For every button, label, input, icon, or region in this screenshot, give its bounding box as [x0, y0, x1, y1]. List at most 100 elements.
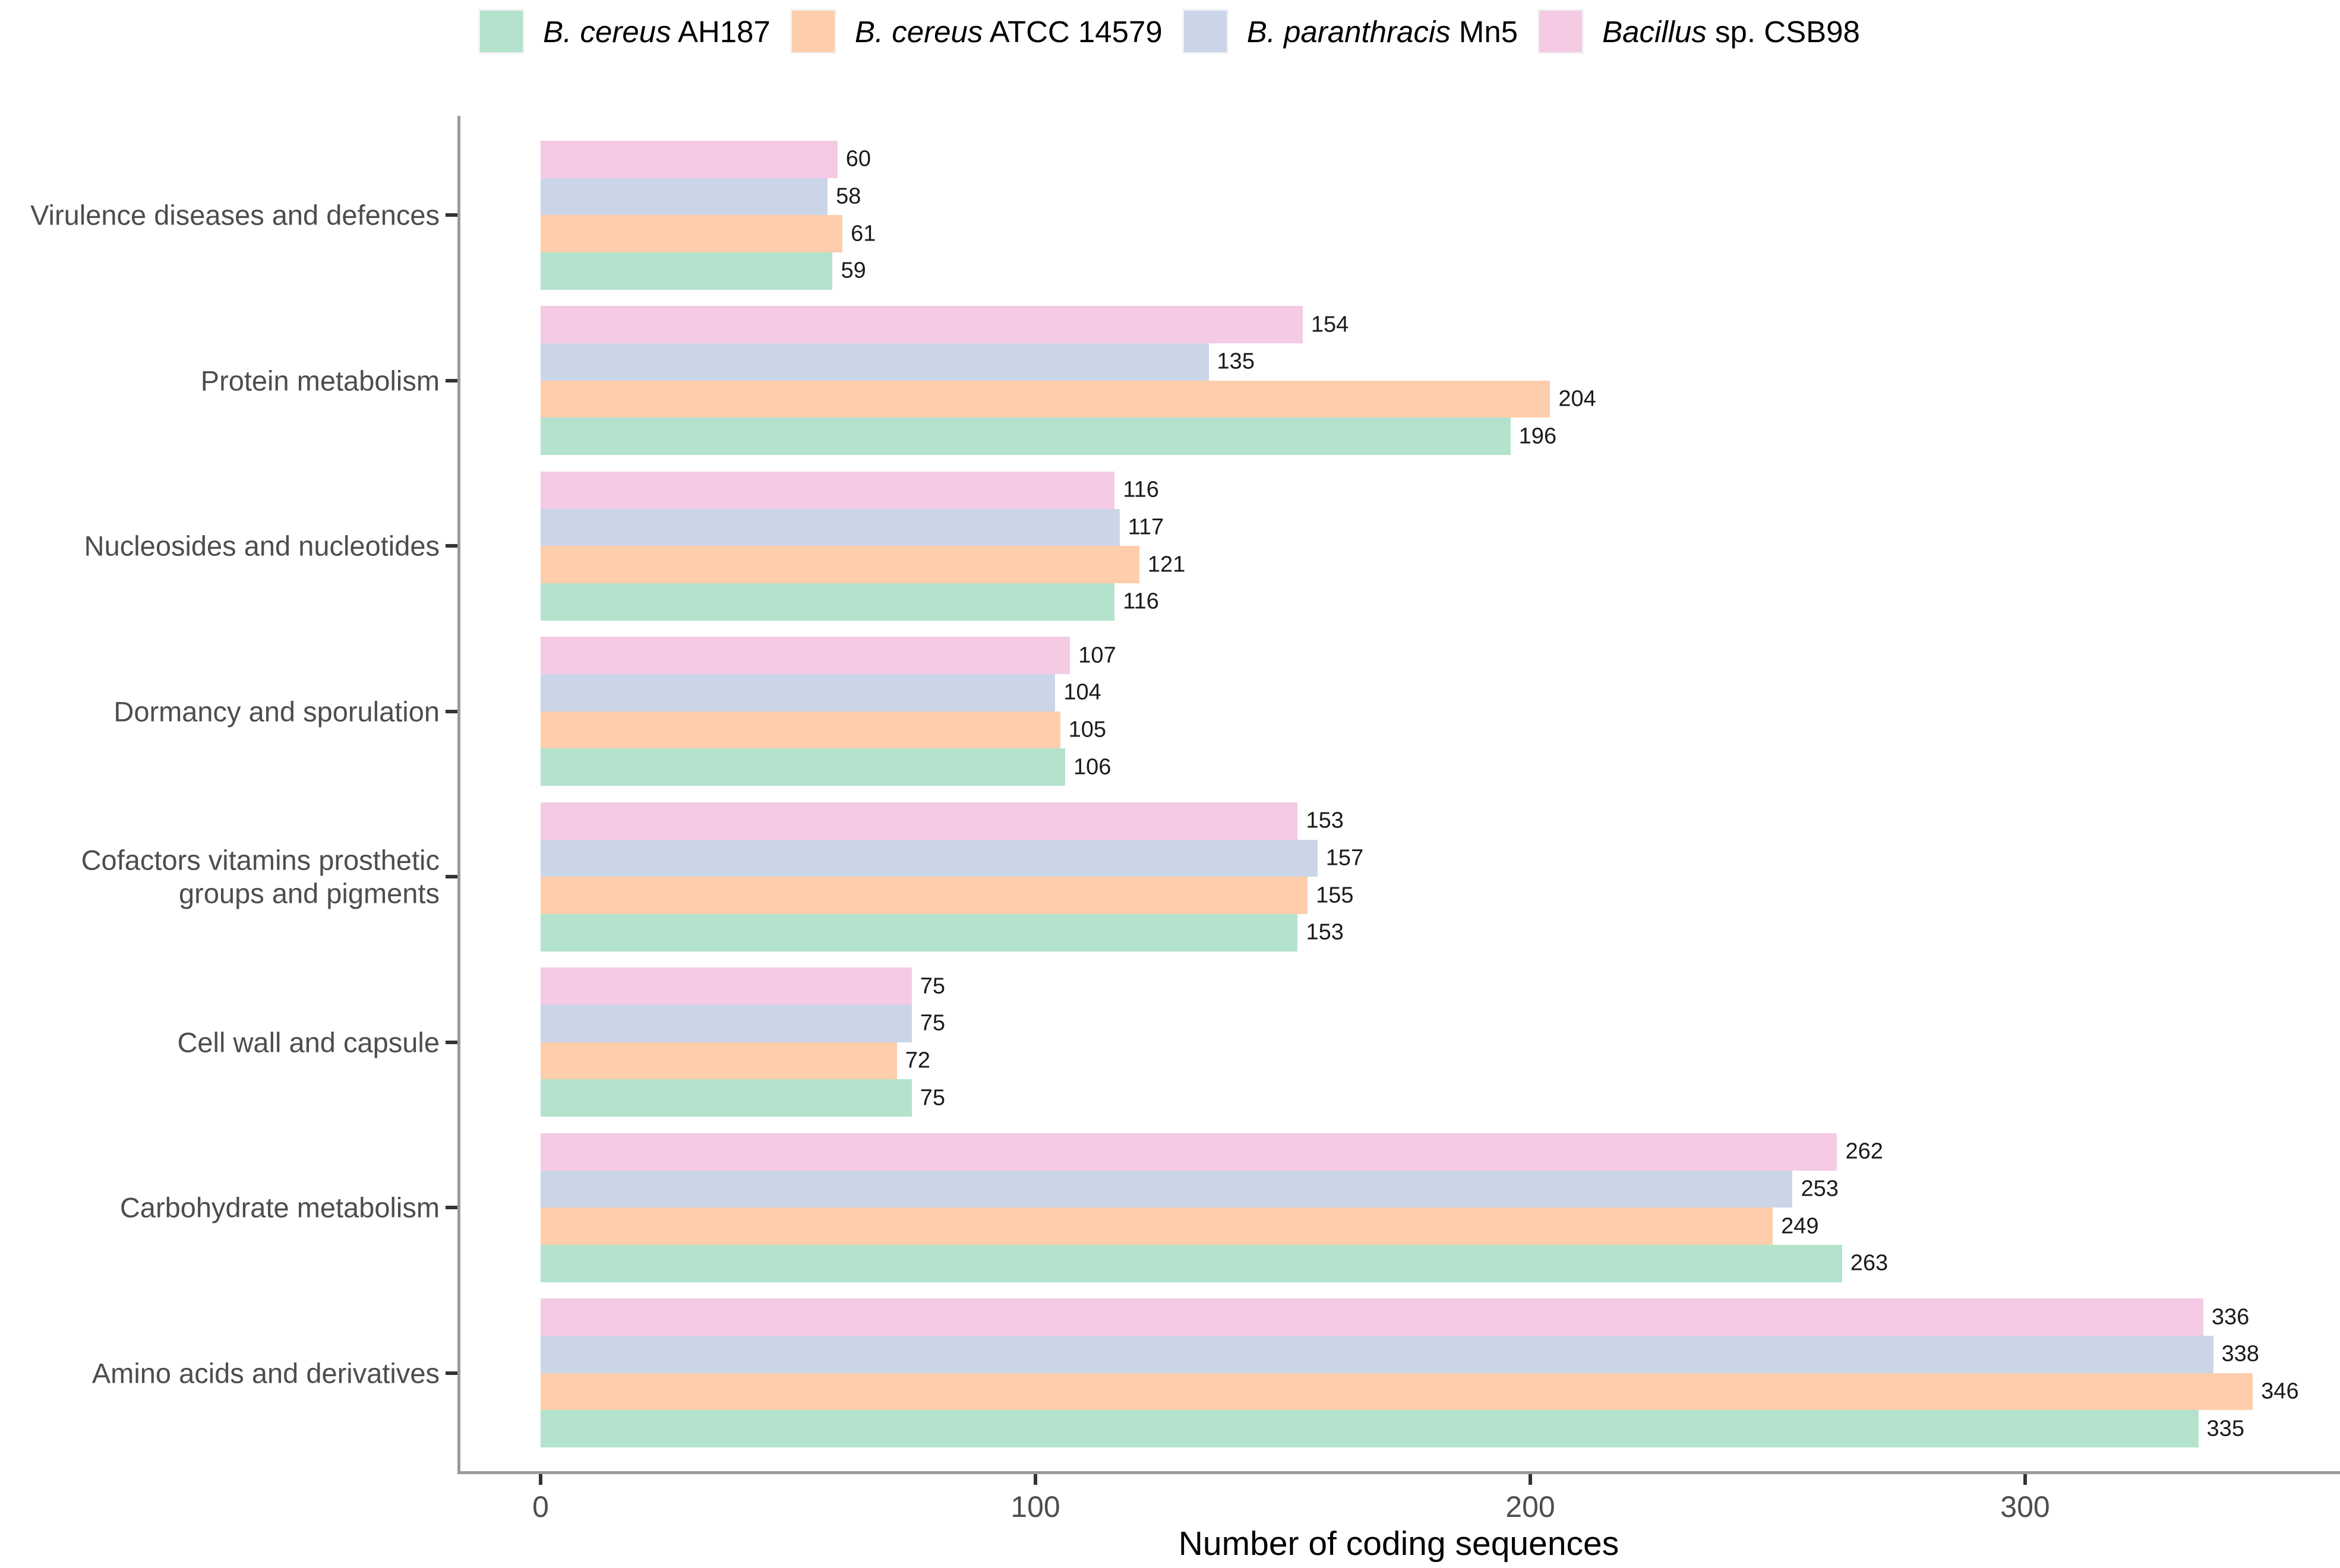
category-label: Carbohydrate metabolism [119, 1191, 440, 1224]
legend-swatch-orange [791, 11, 835, 52]
legend-label-roman: AH187 [671, 14, 770, 49]
bar-b-paranthracis-mn5 [541, 343, 1209, 381]
legend-item-label: B. cereus ATCC 14579 [855, 14, 1163, 49]
legend-label-italic: Bacillus [1602, 14, 1707, 49]
bar-value-label: 155 [1316, 883, 1354, 908]
bar-b-paranthracis-mn5 [541, 1170, 1793, 1208]
bar-b-paranthracis-mn5 [541, 178, 828, 216]
legend-label-roman: sp. CSB98 [1706, 14, 1860, 49]
category-label: Protein metabolism [200, 365, 440, 397]
legend-label-roman: ATCC 14579 [983, 14, 1163, 49]
x-axis-tick [539, 1474, 542, 1485]
bar-b-cereus-atcc-14579 [541, 215, 843, 252]
legend-label-roman: Mn5 [1450, 14, 1518, 49]
y-axis-line [457, 116, 460, 1474]
legend-swatch-pink [1539, 11, 1583, 52]
category-label: Dormancy and sporulation [113, 696, 440, 728]
category-label: Amino acids and derivatives [91, 1357, 440, 1389]
bar-value-label: 196 [1518, 423, 1557, 449]
x-axis-tick [2023, 1474, 2027, 1485]
bar-b-cereus-ah187 [541, 1079, 912, 1117]
bar-b-paranthracis-mn5 [541, 674, 1056, 712]
legend-item: B. cereus AH187 [480, 11, 770, 52]
x-axis-tick [1034, 1474, 1037, 1485]
bar-b-cereus-atcc-14579 [541, 1042, 897, 1080]
bar-value-label: 58 [836, 184, 861, 209]
x-axis-tick-label: 200 [1505, 1490, 1555, 1523]
y-axis-tick [446, 1371, 457, 1375]
bar-b-cereus-atcc-14579 [541, 877, 1308, 914]
bar-value-label: 338 [2221, 1341, 2259, 1367]
bar-b-cereus-ah187 [541, 1244, 1842, 1282]
bar-value-label: 153 [1306, 808, 1344, 833]
bar-b-paranthracis-mn5 [541, 839, 1318, 877]
x-axis-tick-label: 0 [532, 1490, 549, 1523]
bar-value-label: 153 [1306, 919, 1344, 945]
x-axis-title: Number of coding sequences [1178, 1525, 1619, 1563]
bar-b-cereus-atcc-14579 [541, 546, 1139, 583]
legend-label-italic: B. cereus [854, 14, 983, 49]
bar-b-cereus-ah187 [541, 913, 1298, 951]
bar-value-label: 61 [851, 221, 876, 246]
bar-b-paranthracis-mn5 [541, 1336, 2213, 1373]
bar-b-cereus-ah187 [541, 252, 833, 290]
y-axis-tick [446, 544, 457, 548]
bar-b-cereus-atcc-14579 [541, 1373, 2253, 1411]
bar-value-label: 154 [1310, 312, 1349, 337]
bar-value-label: 75 [920, 1085, 946, 1111]
bar-value-label: 72 [905, 1048, 931, 1073]
bar-bacillus-sp-csb98 [541, 471, 1115, 509]
bar-b-cereus-ah187 [541, 1410, 2199, 1448]
legend-item: Bacillus sp. CSB98 [1539, 11, 1860, 52]
bar-value-label: 116 [1123, 477, 1159, 502]
x-axis-tick-label: 100 [1010, 1490, 1060, 1523]
bar-bacillus-sp-csb98 [541, 637, 1070, 675]
category-label: Nucleosides and nucleotides [84, 530, 440, 562]
bar-b-cereus-atcc-14579 [541, 711, 1060, 749]
bar-bacillus-sp-csb98 [541, 1298, 2203, 1336]
bar-b-cereus-ah187 [541, 583, 1115, 621]
legend: B. cereus AH187 B. cereus ATCC 14579 B. … [0, 11, 2340, 52]
bar-value-label: 59 [841, 258, 866, 283]
legend-item-label: B. cereus AH187 [543, 14, 770, 49]
category-label: Virulence diseases and defences [30, 199, 440, 231]
legend-swatch-blue [1183, 11, 1227, 52]
legend-item-label: B. paranthracis Mn5 [1247, 14, 1518, 49]
bar-value-label: 346 [2261, 1379, 2299, 1404]
y-axis-tick [446, 875, 457, 879]
bar-value-label: 105 [1068, 717, 1107, 742]
bar-value-label: 204 [1558, 386, 1596, 412]
y-axis-tick [446, 213, 457, 217]
bar-value-label: 75 [920, 1010, 946, 1036]
bar-value-label: 157 [1325, 845, 1364, 871]
bar-value-label: 135 [1217, 349, 1255, 374]
y-axis-tick [446, 1040, 457, 1044]
bar-value-label: 336 [2211, 1304, 2250, 1330]
bar-bacillus-sp-csb98 [541, 968, 912, 1006]
bar-bacillus-sp-csb98 [541, 140, 838, 178]
legend-swatch-green [480, 11, 523, 52]
y-axis-tick [446, 378, 457, 382]
legend-label-italic: B. cereus [543, 14, 671, 49]
x-axis-line [457, 1471, 2340, 1474]
bar-bacillus-sp-csb98 [541, 802, 1298, 840]
category-label: Cell wall and capsule [177, 1026, 440, 1058]
legend-label-italic: B. paranthracis [1246, 14, 1451, 49]
bar-value-label: 104 [1063, 679, 1101, 705]
category-label: Cofactors vitamins prosthetic groups and… [81, 844, 440, 909]
legend-item: B. paranthracis Mn5 [1183, 11, 1518, 52]
bar-value-label: 249 [1781, 1213, 1819, 1239]
bar-value-label: 60 [845, 146, 871, 172]
bar-b-cereus-atcc-14579 [541, 380, 1550, 418]
bar-b-paranthracis-mn5 [541, 1005, 912, 1042]
y-axis-tick [446, 1206, 457, 1210]
bar-value-label: 117 [1128, 514, 1164, 540]
bar-value-label: 335 [2206, 1416, 2244, 1441]
bar-bacillus-sp-csb98 [541, 306, 1303, 344]
legend-item-label: Bacillus sp. CSB98 [1602, 14, 1860, 49]
bar-b-cereus-ah187 [541, 418, 1511, 456]
y-axis-tick [446, 709, 457, 713]
bar-b-cereus-atcc-14579 [541, 1207, 1773, 1245]
bar-b-paranthracis-mn5 [541, 508, 1120, 546]
